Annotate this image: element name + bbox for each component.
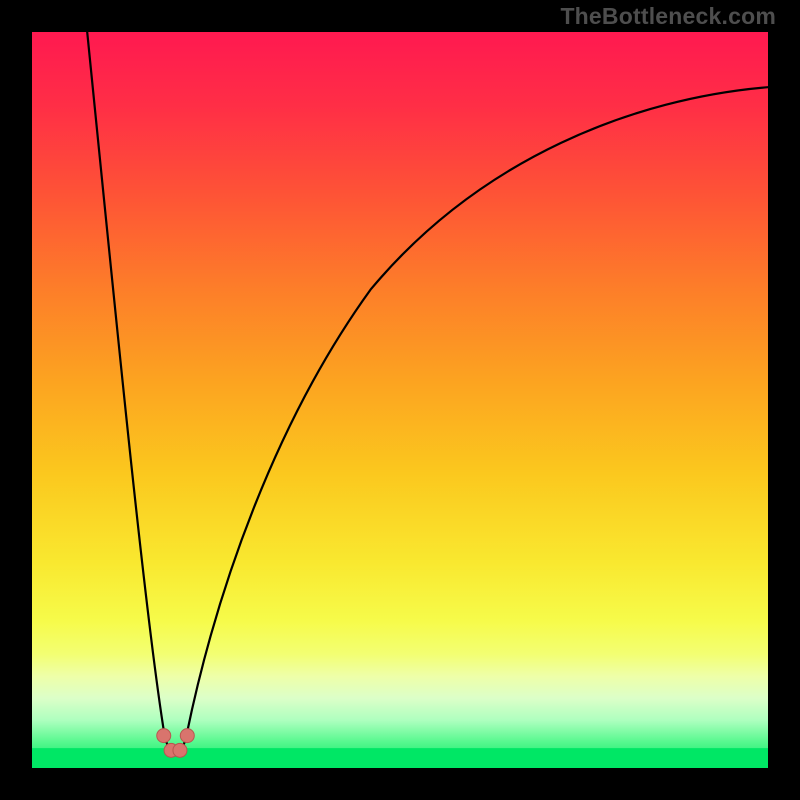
- curve-layer: [32, 32, 768, 768]
- dip-marker: [157, 729, 171, 743]
- watermark-text: TheBottleneck.com: [560, 3, 776, 30]
- plot-area: [32, 32, 768, 768]
- dip-marker: [180, 729, 194, 743]
- chart-root: TheBottleneck.com: [0, 0, 800, 800]
- dip-marker: [173, 743, 187, 757]
- bottleneck-curve: [87, 32, 768, 753]
